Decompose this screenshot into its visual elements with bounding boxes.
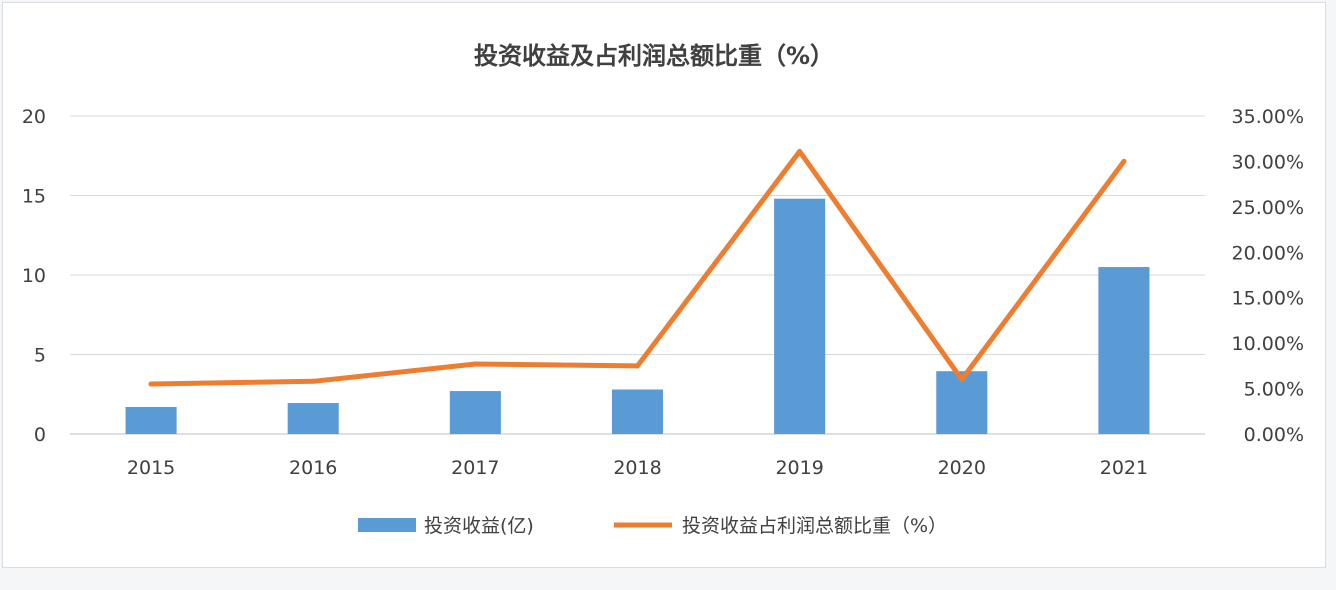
bar bbox=[449, 391, 501, 434]
x-tick-label: 2017 bbox=[451, 457, 499, 479]
y-right-tick-label: 30.00% bbox=[1232, 151, 1304, 173]
y-axis-left: 0 5 10 15 20 bbox=[22, 106, 46, 446]
x-tick-label: 2016 bbox=[289, 457, 337, 479]
x-axis: 2015 2016 2017 2018 2019 2020 2021 bbox=[127, 457, 1148, 479]
bar bbox=[1098, 267, 1150, 434]
y-right-tick-label: 0.00% bbox=[1244, 424, 1304, 446]
series-line bbox=[148, 148, 1127, 387]
x-tick-label: 2021 bbox=[1100, 457, 1148, 479]
line-point bbox=[148, 381, 154, 387]
y-left-tick-label: 20 bbox=[22, 106, 46, 128]
x-tick-label: 2020 bbox=[938, 457, 986, 479]
legend-bar-swatch bbox=[358, 518, 416, 532]
bar-series bbox=[125, 198, 1150, 434]
bar bbox=[287, 402, 339, 434]
line-point bbox=[635, 363, 640, 369]
y-right-tick-label: 20.00% bbox=[1232, 242, 1304, 264]
y-right-tick-label: 15.00% bbox=[1232, 288, 1304, 310]
line-point bbox=[959, 376, 965, 382]
line-point bbox=[1121, 158, 1127, 164]
bar bbox=[611, 389, 664, 434]
x-tick-label: 2015 bbox=[127, 457, 175, 479]
bar bbox=[125, 406, 177, 434]
chart-title: 投资收益及占利润总额比重（%） bbox=[474, 42, 834, 70]
y-left-tick-label: 0 bbox=[34, 424, 46, 446]
y-left-tick-label: 15 bbox=[22, 186, 46, 208]
y-left-tick-label: 10 bbox=[22, 265, 46, 287]
line-series bbox=[148, 148, 1127, 387]
y-right-tick-label: 10.00% bbox=[1232, 333, 1304, 355]
legend: 投资收益(亿) 投资收益占利润总额比重（%） bbox=[358, 515, 947, 537]
bar bbox=[774, 198, 826, 434]
y-right-tick-label: 5.00% bbox=[1244, 379, 1304, 401]
x-tick-label: 2018 bbox=[613, 457, 661, 479]
y-right-tick-label: 35.00% bbox=[1232, 106, 1304, 128]
line-point bbox=[472, 361, 478, 367]
line-point bbox=[797, 148, 803, 154]
y-axis-right: 0.00% 5.00% 10.00% 15.00% 20.00% 25.00% 30.00%… bbox=[1232, 106, 1304, 446]
legend-bar-label: 投资收益(亿) bbox=[424, 515, 534, 537]
y-left-tick-label: 5 bbox=[34, 345, 46, 367]
y-right-tick-label: 25.00% bbox=[1232, 197, 1304, 219]
grid-lines bbox=[70, 115, 1205, 435]
legend-line-label: 投资收益占利润总额比重（%） bbox=[682, 515, 947, 537]
x-tick-label: 2019 bbox=[775, 457, 823, 479]
line-point bbox=[310, 378, 316, 384]
